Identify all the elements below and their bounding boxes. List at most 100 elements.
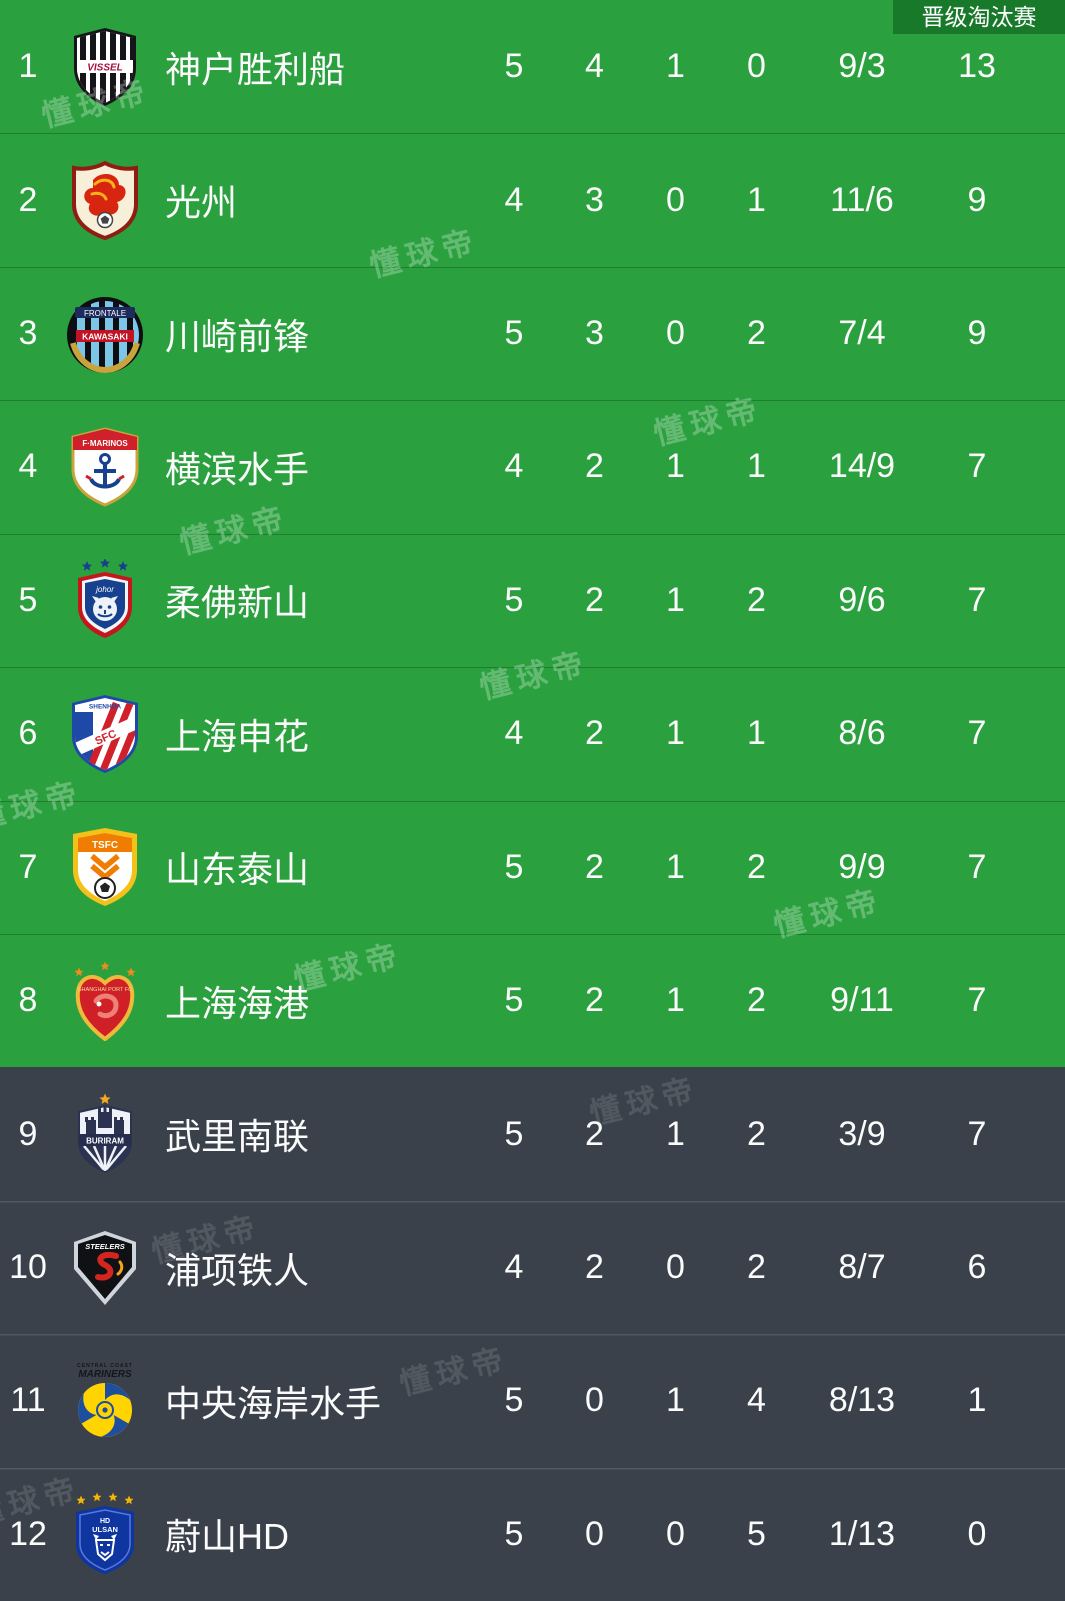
- svg-text:ULSAN: ULSAN: [92, 1525, 118, 1534]
- table-row[interactable]: 8 SHANGHAI PORT FC 上海海港 5 2 1 2 9/11 7: [0, 933, 1065, 1068]
- points-cell: 7: [967, 714, 987, 753]
- team-name: 上海申花: [165, 715, 310, 757]
- team-name: 山东泰山: [165, 849, 310, 891]
- goals-cell: 9/3: [838, 47, 886, 86]
- points-cell: 0: [967, 1514, 987, 1553]
- team-logo: TSFC: [56, 826, 154, 908]
- shandong-taishan-logo-icon: TSFC: [73, 828, 137, 907]
- rank-cell: 7: [18, 847, 38, 886]
- buriram-united-logo-icon: BURIRAM: [78, 1093, 132, 1174]
- points-cell: 7: [967, 847, 987, 886]
- wins-cell: 2: [585, 981, 604, 1020]
- points-cell: 13: [958, 47, 996, 86]
- pohang-steelers-logo-icon: STEELERS: [74, 1230, 136, 1305]
- svg-text:MARINERS: MARINERS: [78, 1369, 132, 1380]
- losses-cell: 4: [747, 1381, 766, 1420]
- team-logo: CENTRAL COAST MARINERS: [56, 1360, 154, 1442]
- points-cell: 1: [967, 1381, 987, 1420]
- table-row[interactable]: 4 F·MARINOS 横滨水手 4 2 1 1 14/9 7: [0, 400, 1065, 534]
- goals-cell: 8/13: [828, 1381, 896, 1420]
- svg-text:VISSEL: VISSEL: [87, 62, 123, 73]
- losses-cell: 2: [747, 847, 766, 886]
- goals-cell: 9/11: [830, 981, 894, 1020]
- table-row[interactable]: 7 TSFC 山东泰山 5 2 1 2 9/9 7: [0, 800, 1065, 934]
- goals-cell: 9/9: [838, 847, 886, 886]
- wins-cell: 4: [585, 47, 604, 86]
- team-name: 神户胜利船: [165, 48, 346, 90]
- played-cell: 5: [504, 314, 524, 353]
- team-logo: SHANGHAI PORT FC: [56, 961, 154, 1041]
- rank-cell: 4: [18, 447, 38, 486]
- table-row[interactable]: 9 BURIRAM: [0, 1067, 1065, 1201]
- draws-cell: 1: [666, 447, 685, 486]
- table-row[interactable]: 6 SFC SHENHUA 上海申花 4: [0, 667, 1065, 801]
- goals-cell: 8/6: [838, 714, 886, 753]
- rank-cell: 2: [18, 180, 38, 219]
- table-row[interactable]: 3 FRONTALE KAWASAKI 川崎前锋 5 3 0 2 7/4 9: [0, 266, 1065, 401]
- losses-cell: 0: [747, 47, 766, 86]
- central-coast-mariners-logo-icon: CENTRAL COAST MARINERS: [69, 1363, 133, 1442]
- played-cell: 4: [504, 1248, 524, 1286]
- team-logo: F·MARINOS: [56, 427, 154, 507]
- played-cell: 5: [504, 580, 524, 619]
- table-row[interactable]: 11 CENTRAL COAST MARINERS 中央海岸水手 5 0 1 4…: [0, 1334, 1065, 1468]
- shanghai-port-logo-icon: SHANGHAI PORT FC: [74, 961, 136, 1041]
- draws-cell: 1: [666, 1114, 685, 1153]
- losses-cell: 2: [747, 580, 766, 619]
- team-logo: [56, 160, 154, 241]
- team-name: 中央海岸水手: [165, 1382, 382, 1424]
- svg-text:SHENHUA: SHENHUA: [89, 703, 121, 710]
- team-logo: BURIRAM: [56, 1092, 154, 1176]
- wins-cell: 3: [585, 180, 604, 219]
- points-cell: 9: [967, 180, 987, 219]
- rank-cell: 10: [9, 1248, 47, 1286]
- wins-cell: 0: [585, 1381, 604, 1420]
- draws-cell: 1: [666, 1381, 685, 1420]
- ulsan-hd-logo-icon: HD ULSAN: [76, 1492, 134, 1575]
- promotion-badge: 晋级淘汰赛: [893, 0, 1065, 34]
- svg-text:KAWASAKI: KAWASAKI: [82, 331, 128, 341]
- draws-cell: 0: [666, 314, 685, 353]
- played-cell: 4: [504, 447, 524, 486]
- table-row[interactable]: 5 johor 柔佛新山 5 2 1 2 9/6 7: [0, 533, 1065, 668]
- goals-cell: 14/9: [828, 447, 896, 486]
- table-row[interactable]: 1 VISSEL 神户胜利船 5 4 1 0 9/3 13: [0, 0, 1065, 134]
- table-row[interactable]: 12 HD ULSAN 蔚山HD 5 0 0 5 1/13 0: [0, 1467, 1065, 1601]
- team-name: 上海海港: [165, 982, 310, 1024]
- played-cell: 4: [504, 180, 524, 219]
- team-logo: HD ULSAN: [56, 1492, 154, 1576]
- draws-cell: 1: [666, 580, 685, 619]
- draws-cell: 0: [666, 1514, 685, 1553]
- wins-cell: 2: [585, 1114, 604, 1153]
- svg-text:CENTRAL COAST: CENTRAL COAST: [77, 1363, 133, 1369]
- draws-cell: 0: [666, 1248, 685, 1286]
- wins-cell: 3: [585, 314, 604, 353]
- draws-cell: 1: [666, 981, 685, 1020]
- svg-text:HD: HD: [100, 1518, 110, 1525]
- kawasaki-frontale-logo-icon: FRONTALE KAWASAKI: [67, 296, 143, 373]
- table-row[interactable]: 2 光州 4 3 0 1 11/6 9: [0, 133, 1065, 267]
- svg-text:F·MARINOS: F·MARINOS: [82, 439, 128, 448]
- rank-cell: 3: [18, 314, 38, 353]
- draws-cell: 1: [666, 47, 685, 86]
- draws-cell: 0: [666, 180, 685, 219]
- rank-cell: 1: [18, 47, 38, 86]
- johor-darul-tazim-logo-icon: johor: [78, 559, 132, 639]
- table-row[interactable]: 10 STEELERS 浦项铁人 4 2 0 2 8/7 6: [0, 1200, 1065, 1335]
- losses-cell: 1: [747, 447, 766, 486]
- svg-text:johor: johor: [95, 585, 114, 594]
- points-cell: 7: [967, 981, 987, 1020]
- goals-cell: 7/4: [838, 314, 886, 353]
- points-cell: 7: [967, 1114, 987, 1153]
- goals-cell: 1/13: [828, 1514, 896, 1553]
- wins-cell: 2: [585, 447, 604, 486]
- shanghai-shenhua-logo-icon: SFC SHENHUA: [72, 694, 138, 773]
- rank-cell: 12: [9, 1514, 47, 1553]
- losses-cell: 1: [747, 180, 766, 219]
- svg-text:SHANGHAI PORT FC: SHANGHAI PORT FC: [78, 987, 132, 993]
- played-cell: 5: [504, 1381, 524, 1420]
- goals-cell: 3/9: [838, 1114, 886, 1153]
- losses-cell: 5: [747, 1514, 766, 1553]
- team-name: 光州: [165, 182, 238, 224]
